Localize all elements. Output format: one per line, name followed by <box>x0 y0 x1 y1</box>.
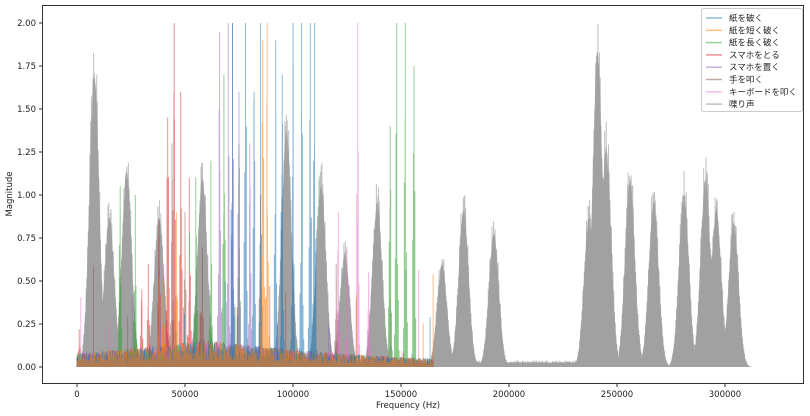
y-tick-label: 2.00 <box>17 19 36 29</box>
x-tick-label: 300000 <box>709 390 741 400</box>
legend-box <box>701 8 803 112</box>
legend-item: 喋り声 <box>706 99 755 110</box>
y-tick-label: 0.25 <box>17 320 36 330</box>
legend-label: 紙を破く <box>729 13 763 24</box>
x-tick-label: 50000 <box>171 390 198 400</box>
y-tick-label: 0.00 <box>17 363 36 373</box>
y-tick-label: 1.75 <box>17 62 36 72</box>
legend-item: 手を叩く <box>706 75 763 86</box>
x-axis-ticks: 0 50000 100000 150000 200000 250000 300000 <box>74 383 741 400</box>
x-tick-label: 150000 <box>385 390 417 400</box>
y-tick-label: 0.75 <box>17 234 36 244</box>
legend-label: スマホを置く <box>729 63 780 73</box>
legend-item: キーボードを叩く <box>706 88 797 98</box>
legend-label: 手を叩く <box>729 75 763 86</box>
y-tick-label: 1.25 <box>17 148 36 158</box>
legend-label: スマホをとる <box>729 51 780 61</box>
series-1 <box>76 23 434 367</box>
x-axis-label: Frequency (Hz) <box>376 401 440 411</box>
legend-label: 喋り声 <box>729 99 755 110</box>
legend-item: スマホをとる <box>706 51 780 61</box>
legend: 紙を破く紙を短く破く紙を長く破くスマホをとるスマホを置く手を叩くキーボードを叩く… <box>701 8 803 112</box>
legend-label: 紙を短く破く <box>729 25 780 36</box>
x-tick-label: 250000 <box>601 390 633 400</box>
y-tick-label: 0.50 <box>17 277 36 287</box>
legend-label: キーボードを叩く <box>729 88 797 98</box>
legend-item: 紙を短く破く <box>706 25 780 36</box>
y-tick-label: 1.50 <box>17 105 36 115</box>
x-tick-label: 100000 <box>277 390 309 400</box>
y-axis-ticks: 0.00 0.25 0.50 0.75 1.00 1.25 1.50 1.75 2.00 <box>17 19 43 373</box>
legend-item: 紙を長く破く <box>706 38 780 49</box>
x-tick-label: 0 <box>74 390 79 400</box>
x-tick-label: 200000 <box>493 390 525 400</box>
legend-item: 紙を破く <box>706 13 763 24</box>
legend-item: スマホを置く <box>706 63 780 73</box>
y-tick-label: 1.00 <box>17 191 36 201</box>
legend-label: 紙を長く破く <box>729 38 780 49</box>
plot-area <box>76 23 769 368</box>
series-trace <box>76 23 434 367</box>
y-axis-label: Magnitude <box>5 171 15 216</box>
